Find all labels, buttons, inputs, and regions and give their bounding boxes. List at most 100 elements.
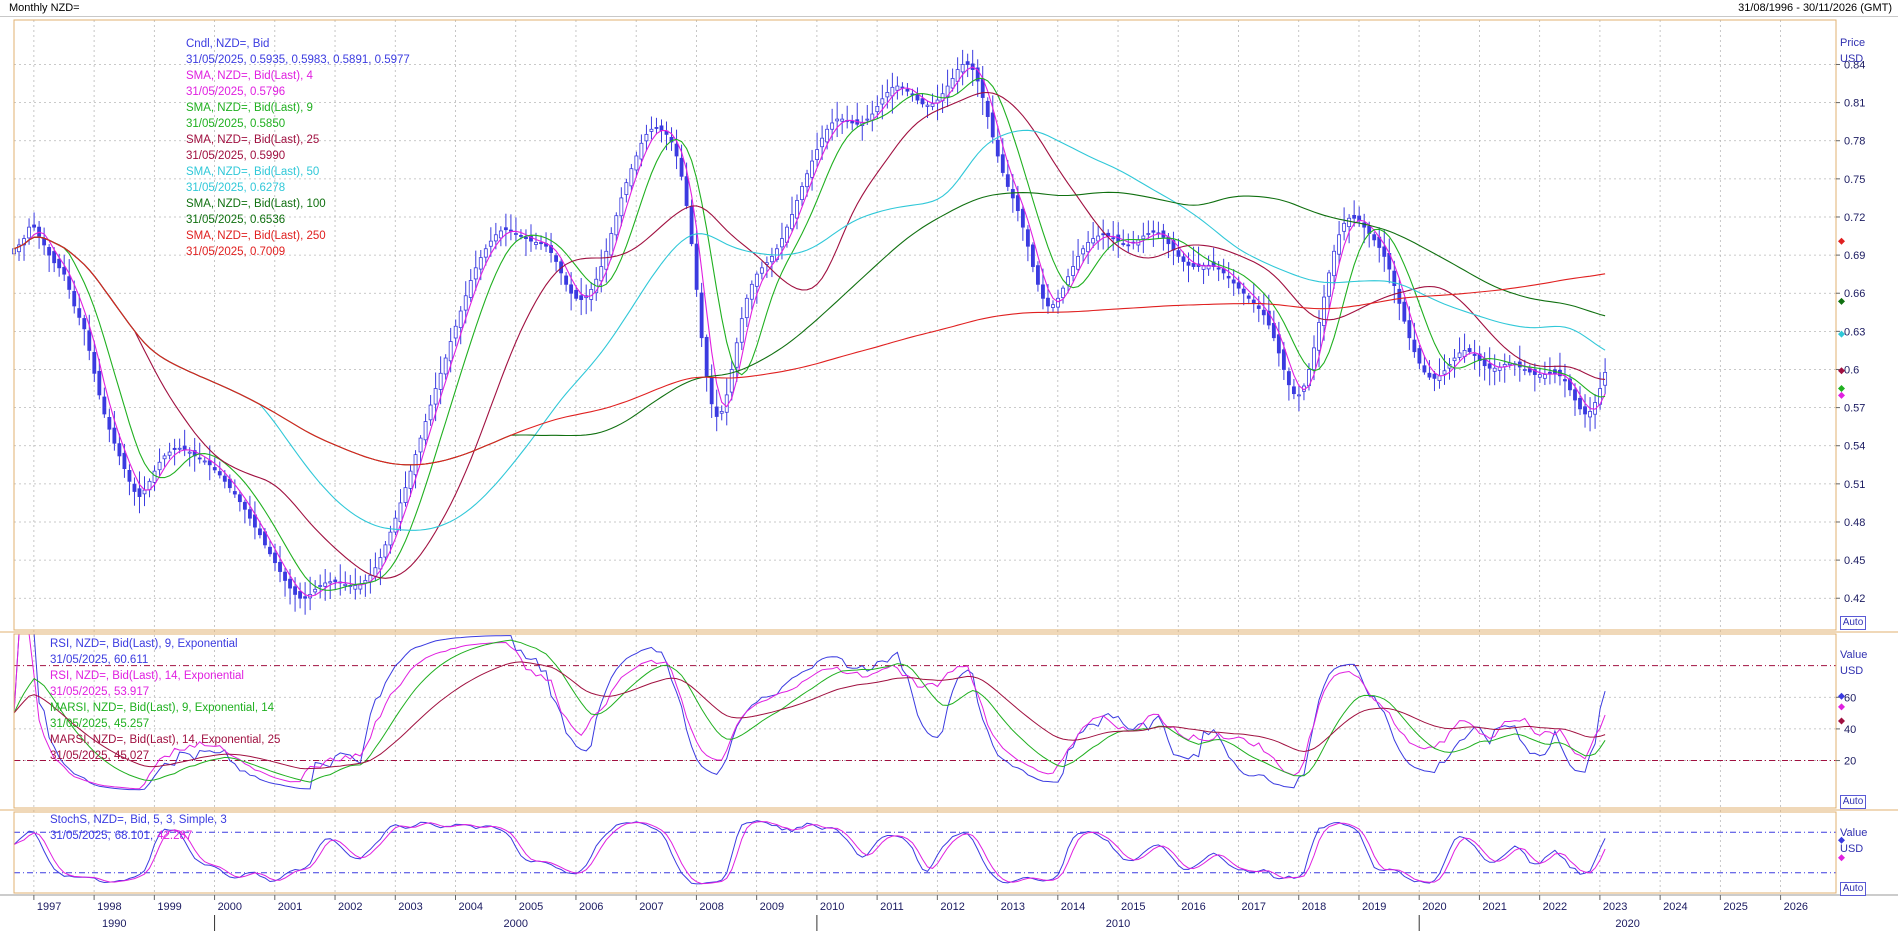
rsi-tick-label-1: 40: [1844, 724, 1856, 736]
candle-body-232: [1176, 250, 1181, 257]
decade-label-1990: 1990: [102, 918, 126, 930]
year-label-2009: 2009: [760, 901, 784, 913]
candle-body-199: [1010, 188, 1015, 199]
candle-body-100: [514, 233, 518, 235]
candle-body-62: [323, 582, 328, 587]
candle-body-267: [1352, 215, 1357, 219]
candle-body-88: [453, 325, 458, 339]
candle-body-208: [1056, 297, 1060, 308]
candle-body-118: [604, 250, 609, 270]
candle-body-111: [569, 284, 574, 294]
candle-body-265: [1342, 222, 1347, 232]
price-axis-unit: USD: [1840, 53, 1863, 65]
price-tick-label-3: 0.51: [1844, 479, 1865, 491]
candle-body-11: [67, 276, 72, 290]
candle-body-104: [534, 241, 538, 245]
candle-body-66: [343, 583, 348, 587]
stoch-k-line: [13, 820, 1606, 885]
candle-body-203: [1030, 244, 1035, 267]
price-auto-button[interactable]: Auto: [1840, 616, 1866, 630]
candle-body-78: [403, 487, 408, 503]
decade-label-2020: 2020: [1615, 918, 1639, 930]
candle-body-205: [1041, 284, 1045, 299]
candle-body-10: [62, 267, 67, 275]
candle-body-29: [157, 461, 162, 471]
candle-body-47: [247, 509, 252, 519]
candle-body-143: [729, 369, 734, 393]
legend-stoch-label: StochS, NZD=, Bid, 5, 3, Simple, 3: [50, 814, 227, 826]
gridlines: [14, 20, 1836, 893]
candle-body-245: [1241, 288, 1246, 294]
candle-body-25: [137, 488, 142, 497]
candle-body-260: [1317, 322, 1321, 351]
sma250-line: [13, 236, 1606, 466]
price-axis-title: Price: [1840, 37, 1865, 49]
price-tick-label-4: 0.54: [1844, 441, 1865, 453]
candle-body-36: [192, 450, 197, 457]
candle-body-240: [1216, 267, 1221, 270]
candle-body-197: [1000, 154, 1005, 173]
candle-body-290: [1467, 348, 1472, 353]
candle-body-93: [478, 257, 483, 270]
legend-sma4-value: 31/05/2025, 0.5796: [186, 86, 285, 98]
candle-body-178: [905, 88, 910, 92]
candle-body-261: [1322, 296, 1326, 326]
year-label-2010: 2010: [820, 901, 844, 913]
year-label-1999: 1999: [157, 901, 181, 913]
candle-body-164: [835, 118, 840, 122]
candle-body-17: [97, 370, 102, 396]
candle-body-97: [498, 230, 503, 239]
candle-body-209: [1061, 287, 1065, 299]
legend-rsi9-label: RSI, NZD=, Bid(Last), 9, Exponential: [50, 638, 238, 650]
sma25-line: [13, 91, 1606, 579]
candle-body-136: [694, 243, 699, 290]
candle-body-294: [1487, 363, 1492, 369]
legend-cndl-value: 31/05/2025, 0.5935, 0.5983, 0.5891, 0.59…: [186, 54, 410, 66]
year-label-2006: 2006: [579, 901, 603, 913]
stoch-auto-button[interactable]: Auto: [1840, 882, 1866, 896]
candle-body-84: [433, 388, 438, 405]
year-label-2011: 2011: [880, 901, 904, 913]
candle-body-60: [313, 588, 318, 593]
candle-body-63: [328, 581, 333, 584]
year-label-2003: 2003: [398, 901, 422, 913]
candle-body-225: [1141, 235, 1146, 240]
candle-body-75: [388, 531, 393, 546]
candle-body-91: [468, 280, 473, 298]
pane-border-3: [13, 811, 1837, 894]
candle-body-2: [22, 238, 26, 246]
sma4-last-marker: [1838, 391, 1845, 399]
candle-body-113: [579, 295, 584, 300]
candle-body-282: [1427, 372, 1432, 378]
candle-body-95: [488, 240, 493, 247]
candle-body-55: [288, 578, 292, 589]
candle-body-3: [27, 226, 31, 239]
candle-body-121: [619, 197, 624, 217]
candle-body-123: [629, 168, 634, 187]
stoch-legend: StochS, NZD=, Bid, 5, 3, Simple, 3 31/05…: [50, 814, 227, 842]
candle-body-137: [699, 292, 704, 339]
candle-body-83: [428, 404, 433, 421]
stoch-axis-unit: USD: [1840, 843, 1863, 855]
legend-stoch-date: 31/05/2025,: [50, 830, 111, 842]
candle-body-51: [268, 546, 272, 555]
candle-body-68: [353, 585, 358, 590]
candle-body-22: [122, 452, 127, 470]
sma4-line: [13, 66, 1606, 597]
year-label-2002: 2002: [338, 901, 362, 913]
candle-body-101: [519, 235, 523, 237]
legend-sma25-value: 31/05/2025, 0.5990: [186, 150, 285, 162]
sma100-last-marker: [1838, 297, 1845, 305]
candle-body-53: [278, 561, 282, 572]
legend-sma9-value: 31/05/2025, 0.5850: [186, 118, 285, 130]
candle-body-156: [795, 200, 799, 219]
candle-body-271: [1372, 234, 1377, 241]
candle-body-58: [303, 596, 308, 599]
year-label-2020: 2020: [1422, 901, 1446, 913]
rsi-auto-button[interactable]: Auto: [1840, 795, 1866, 809]
year-label-2023: 2023: [1603, 901, 1627, 913]
candle-body-38: [202, 460, 207, 463]
candle-body-18: [102, 396, 107, 415]
candle-body-252: [1276, 334, 1281, 354]
